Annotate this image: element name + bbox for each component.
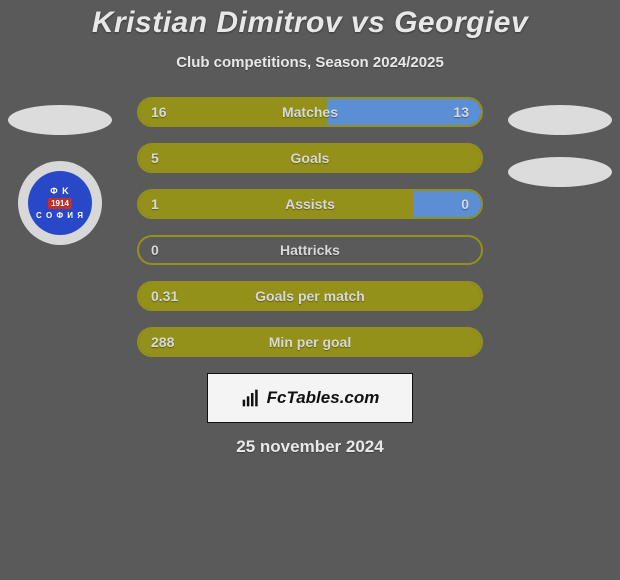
fctables-icon: [241, 388, 261, 408]
main-title: Kristian Dimitrov vs Georgiev: [0, 6, 620, 40]
crest-top-text: Φ K: [50, 186, 69, 196]
bar-label: Hattricks: [280, 242, 340, 258]
stat-bar: 0 Hattricks: [137, 235, 483, 265]
stats-area: Φ K 1914 C O Φ И Я 16 Matches 13 5 Goals 1 Ass…: [0, 97, 620, 357]
bar-label: Goals: [291, 150, 330, 166]
bar-left-value: 0.31: [151, 288, 178, 304]
subtitle: Club competitions, Season 2024/2025: [0, 54, 620, 71]
date: 25 november 2024: [0, 437, 620, 457]
bar-left-value: 16: [151, 104, 167, 120]
club-right-placeholder: [508, 157, 612, 187]
stat-bar: 1 Assists 0: [137, 189, 483, 219]
bar-right-fill: [413, 191, 481, 217]
stat-bar: 288 Min per goal: [137, 327, 483, 357]
bar-left-value: 288: [151, 334, 174, 350]
stat-bar: 5 Goals: [137, 143, 483, 173]
crest-year: 1914: [48, 198, 72, 209]
crest-ring: Φ K 1914 C O Φ И Я: [18, 161, 102, 245]
club-left-crest: Φ K 1914 C O Φ И Я: [18, 161, 102, 245]
stat-bar: 16 Matches 13: [137, 97, 483, 127]
crest-bottom-text: C O Φ И Я: [36, 211, 84, 220]
fctables-badge: FcTables.com: [207, 373, 413, 423]
bar-label: Matches: [282, 104, 338, 120]
infographic: Kristian Dimitrov vs Georgiev Club compe…: [0, 0, 620, 457]
bar-right-value: 13: [453, 104, 469, 120]
bar-left-value: 1: [151, 196, 159, 212]
bar-left-value: 5: [151, 150, 159, 166]
bar-right-value: 0: [461, 196, 469, 212]
player-left-placeholder: [8, 105, 112, 135]
bar-label: Assists: [285, 196, 335, 212]
bar-left-value: 0: [151, 242, 159, 258]
player-right-placeholder: [508, 105, 612, 135]
stat-bars: 16 Matches 13 5 Goals 1 Assists 0 0 Hattricks 0.31…: [137, 97, 483, 357]
bar-label: Min per goal: [269, 334, 351, 350]
bar-left-fill: [139, 191, 413, 217]
stat-bar: 0.31 Goals per match: [137, 281, 483, 311]
bar-label: Goals per match: [255, 288, 365, 304]
fctables-text: FcTables.com: [267, 388, 380, 408]
crest-inner: Φ K 1914 C O Φ И Я: [28, 171, 92, 235]
